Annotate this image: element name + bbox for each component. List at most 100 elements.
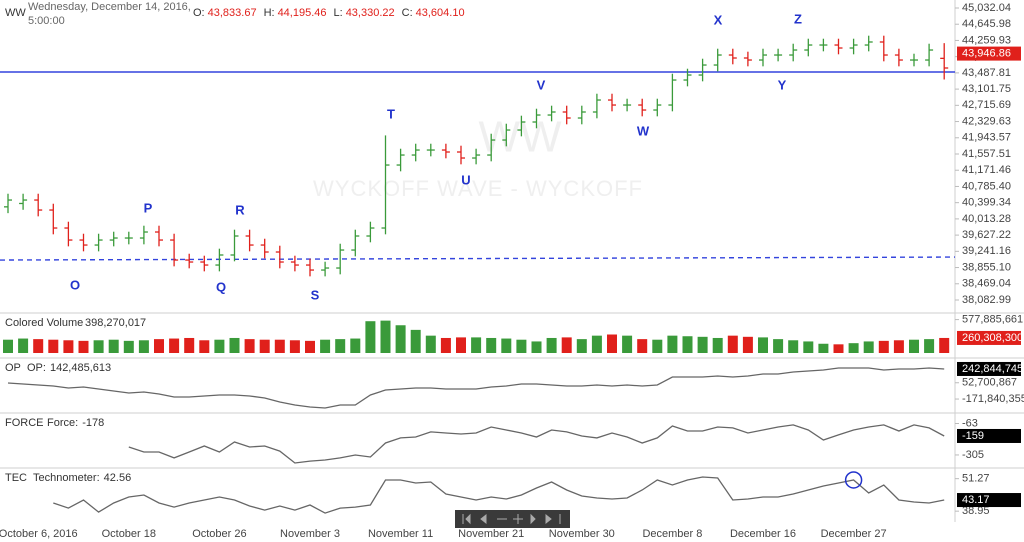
ohlc-bar (336, 243, 345, 275)
volume-bar (576, 339, 587, 353)
volume-bar (682, 336, 693, 353)
volume-bar (380, 320, 391, 353)
ohlc-bar (577, 105, 586, 125)
ohlc-bar (547, 105, 556, 122)
ohlc-bar (275, 245, 284, 269)
volume-bar (848, 343, 859, 353)
last-value-box (957, 493, 1021, 508)
volume-bar (622, 335, 633, 353)
volume-bar (878, 340, 889, 353)
ohlc-bar (245, 229, 254, 252)
last-value-box (957, 361, 1021, 376)
ohlc-bar (170, 233, 179, 267)
navigation-toolbar[interactable] (455, 510, 570, 528)
wave-label: T (387, 106, 395, 121)
volume-bar (289, 340, 300, 353)
ohlc-bar (532, 108, 541, 129)
volume-bar (440, 337, 451, 353)
indicator-line (128, 424, 945, 464)
x-tick-label: December 8 (642, 528, 702, 540)
volume-bar (818, 343, 829, 353)
volume-bar (18, 338, 29, 353)
ohlc-name: C: (402, 7, 413, 19)
ohlc-bar (819, 38, 828, 52)
trend-line (0, 256, 956, 261)
volume-bar (410, 329, 421, 353)
ohlc-bar (185, 253, 194, 269)
volume-bar (199, 340, 210, 353)
ohlc-bar (79, 233, 88, 252)
volume-bar (833, 344, 844, 353)
x-tick-label: November 30 (549, 528, 615, 540)
ohlc-bar (457, 145, 465, 165)
ohlc-bar (592, 93, 601, 119)
volume-bar (712, 337, 723, 353)
volume-bar (773, 339, 784, 353)
last-value-label: 260,308,300 (962, 332, 1023, 344)
ohlc-bar (441, 143, 450, 159)
ohlc-bar (200, 255, 209, 272)
ohlc-bar (290, 255, 299, 272)
x-tick-label: October 18 (102, 528, 156, 540)
ohlc-value: 43,604.10 (416, 7, 465, 19)
ohlc-bar (743, 51, 752, 67)
volume-bar (531, 341, 542, 353)
volume-bar (93, 340, 104, 353)
ohlc-bar (109, 231, 118, 247)
volume-bar (471, 337, 482, 353)
last-value-box (957, 46, 1021, 61)
ohlc-bar (426, 143, 435, 157)
volume-bar (863, 341, 874, 353)
legend-value: -178 (82, 417, 104, 429)
ohlc-bar (124, 231, 133, 245)
ohlc-bar (351, 229, 360, 257)
ohlc-bar (849, 38, 858, 55)
indicator-line (7, 367, 945, 409)
ohlc-bar (49, 203, 58, 235)
ohlc-bar (64, 221, 73, 247)
volume-bar (305, 340, 315, 353)
ohlc-bar (155, 225, 163, 247)
volume-bar (63, 340, 74, 353)
volume-bar (320, 339, 331, 353)
legend-label: Technometer: (33, 472, 100, 484)
volume-bar (108, 339, 119, 353)
volume-bar (274, 339, 285, 353)
volume-bar (652, 339, 663, 353)
ohlc-bar (910, 53, 918, 67)
ohlc-bar (487, 133, 496, 162)
last-value-label: 43,946.86 (962, 48, 1011, 60)
ohlc-bar (411, 143, 420, 162)
x-tick-label: December 27 (821, 528, 887, 540)
panel-title: FORCE (5, 417, 44, 429)
x-tick-label: November 21 (458, 528, 524, 540)
x-tick-label: December 16 (730, 528, 796, 540)
y-tick-label: 43,101.75 (962, 83, 1011, 95)
ohlc-bar (366, 221, 375, 243)
y-tick-label: 41,557.51 (962, 148, 1011, 160)
volume-bar (561, 337, 572, 353)
ohlc-bar (879, 35, 888, 62)
volume-bar (169, 338, 180, 353)
ohlc-name: O: (193, 7, 205, 19)
volume-bar (33, 339, 44, 353)
ohlc-bar (215, 248, 224, 272)
volume-bar (637, 339, 648, 353)
ohlc-bar (925, 43, 934, 67)
volume-bar (788, 340, 799, 353)
volume-bar (456, 337, 466, 353)
y-tick-label: -305 (962, 449, 984, 461)
volume-bar (365, 321, 376, 353)
ohlc-bar (34, 193, 43, 217)
wave-label: X (714, 12, 723, 27)
volume-bar (3, 339, 13, 353)
wave-label: Y (778, 77, 787, 92)
volume-bar (591, 335, 602, 353)
ohlc-bar (230, 229, 239, 262)
ohlc-bar (728, 48, 737, 65)
volume-bar (48, 339, 59, 353)
y-tick-label: 39,241.16 (962, 245, 1011, 257)
wave-label: Z (794, 11, 802, 26)
ohlc-bar (834, 38, 843, 55)
indicator-line (53, 476, 945, 514)
